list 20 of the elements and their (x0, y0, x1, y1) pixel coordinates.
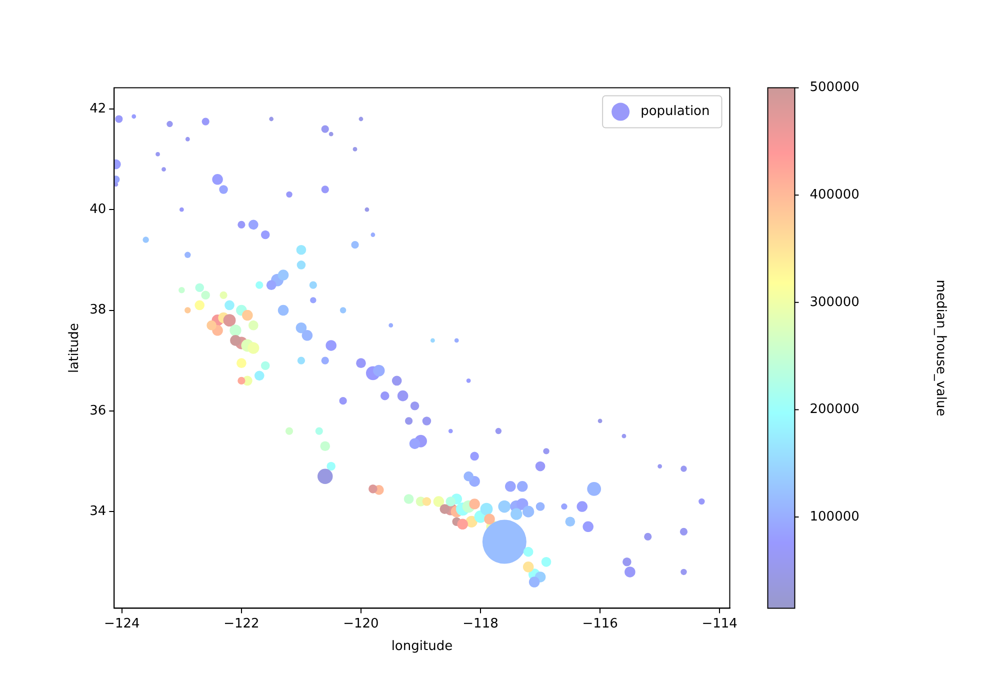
y-axis-title: latitude (67, 323, 82, 373)
y-tick-label: 40 (90, 202, 106, 217)
y-tick-label: 36 (90, 403, 106, 418)
color-bar-label: 500000 (810, 80, 860, 96)
legend-label: population (640, 104, 710, 120)
color-bar-label: 200000 (810, 402, 860, 418)
y-tick-label: 34 (90, 504, 106, 519)
color-bar-label: 300000 (810, 294, 860, 310)
color-bar-label: 400000 (810, 187, 860, 202)
x-tick-label: −124 (104, 616, 140, 632)
color-bar-label: 100000 (810, 509, 860, 524)
x-tick-label: −122 (224, 616, 260, 632)
x-tick-label: −114 (702, 616, 738, 632)
x-axis-title: longitude (391, 638, 453, 654)
color-bar-title: median_house_value (932, 280, 948, 416)
y-tick-label: 42 (90, 101, 106, 116)
y-tick-label: 38 (90, 302, 106, 318)
x-tick-label: −118 (462, 616, 498, 632)
x-tick-label: −120 (343, 616, 379, 632)
x-tick-label: −116 (582, 616, 618, 632)
